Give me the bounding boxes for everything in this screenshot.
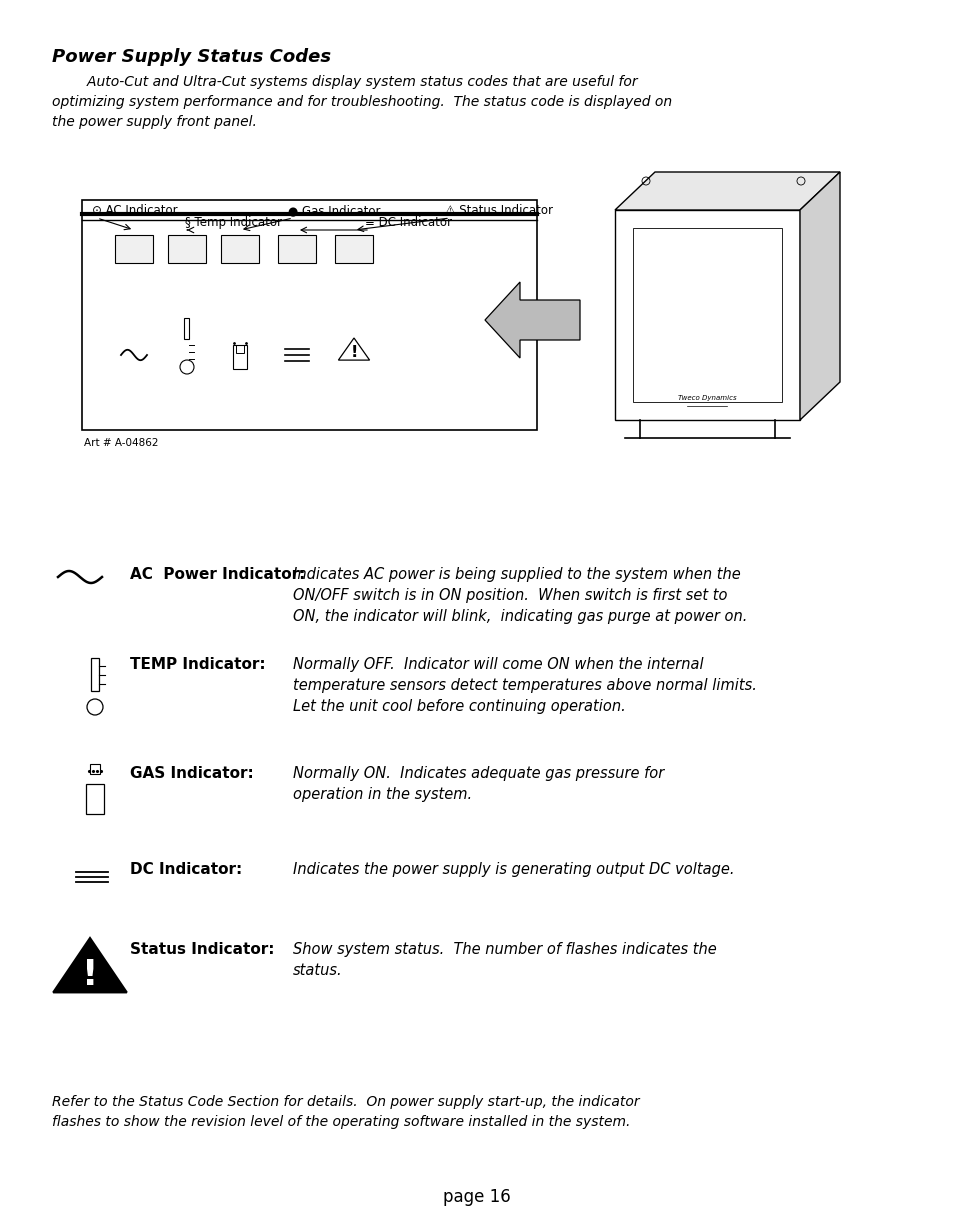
- Text: Indicates the power supply is generating output DC voltage.: Indicates the power supply is generating…: [293, 863, 734, 877]
- Text: !: !: [82, 958, 98, 991]
- Bar: [90, 764, 100, 774]
- Bar: [86, 784, 104, 814]
- Bar: [335, 236, 373, 263]
- Bar: [633, 228, 781, 402]
- Text: TEMP Indicator:: TEMP Indicator:: [130, 656, 265, 672]
- Bar: [233, 345, 247, 369]
- Text: Show system status.  The number of flashes indicates the
status.: Show system status. The number of flashe…: [293, 942, 716, 978]
- Text: Tweco Dynamics: Tweco Dynamics: [677, 395, 736, 401]
- Text: Refer to the Status Code Section for details.  On power supply start-up, the ind: Refer to the Status Code Section for det…: [52, 1094, 639, 1129]
- Text: Power Supply Status Codes: Power Supply Status Codes: [52, 48, 331, 66]
- Text: Normally ON.  Indicates adequate gas pressure for
operation in the system.: Normally ON. Indicates adequate gas pres…: [293, 766, 663, 802]
- Text: Indicates AC power is being supplied to the system when the
ON/OFF switch is in : Indicates AC power is being supplied to …: [293, 567, 746, 625]
- Text: GAS Indicator:: GAS Indicator:: [130, 766, 253, 782]
- Bar: [221, 236, 258, 263]
- Text: page 16: page 16: [442, 1188, 511, 1206]
- Text: Status Indicator:: Status Indicator:: [130, 942, 274, 957]
- Bar: [235, 345, 244, 353]
- Bar: [277, 236, 315, 263]
- Polygon shape: [615, 172, 840, 210]
- Bar: [82, 200, 537, 429]
- Text: ◓ Gas Indicator: ◓ Gas Indicator: [288, 204, 380, 217]
- Text: !: !: [350, 346, 357, 361]
- Polygon shape: [800, 172, 840, 420]
- Text: Auto-Cut and Ultra-Cut systems display system status codes that are useful for
o: Auto-Cut and Ultra-Cut systems display s…: [52, 75, 672, 129]
- Polygon shape: [484, 282, 579, 358]
- Text: ⊙ AC Indicator: ⊙ AC Indicator: [91, 204, 177, 217]
- Text: Normally OFF.  Indicator will come ON when the internal
temperature sensors dete: Normally OFF. Indicator will come ON whe…: [293, 656, 756, 714]
- Text: AC  Power Indicator:: AC Power Indicator:: [130, 567, 305, 582]
- Polygon shape: [338, 337, 369, 360]
- Polygon shape: [53, 937, 127, 993]
- Text: DC Indicator:: DC Indicator:: [130, 863, 242, 877]
- Bar: [184, 318, 190, 339]
- Text: Art # A-04862: Art # A-04862: [84, 438, 158, 448]
- Bar: [615, 210, 800, 420]
- Text: ≡ DC Indicator: ≡ DC Indicator: [365, 216, 452, 229]
- Bar: [115, 236, 152, 263]
- Bar: [168, 236, 206, 263]
- Text: ⚠ Status Indicator: ⚠ Status Indicator: [444, 204, 553, 217]
- Text: § Temp Indicator: § Temp Indicator: [185, 216, 282, 229]
- Bar: [91, 658, 99, 691]
